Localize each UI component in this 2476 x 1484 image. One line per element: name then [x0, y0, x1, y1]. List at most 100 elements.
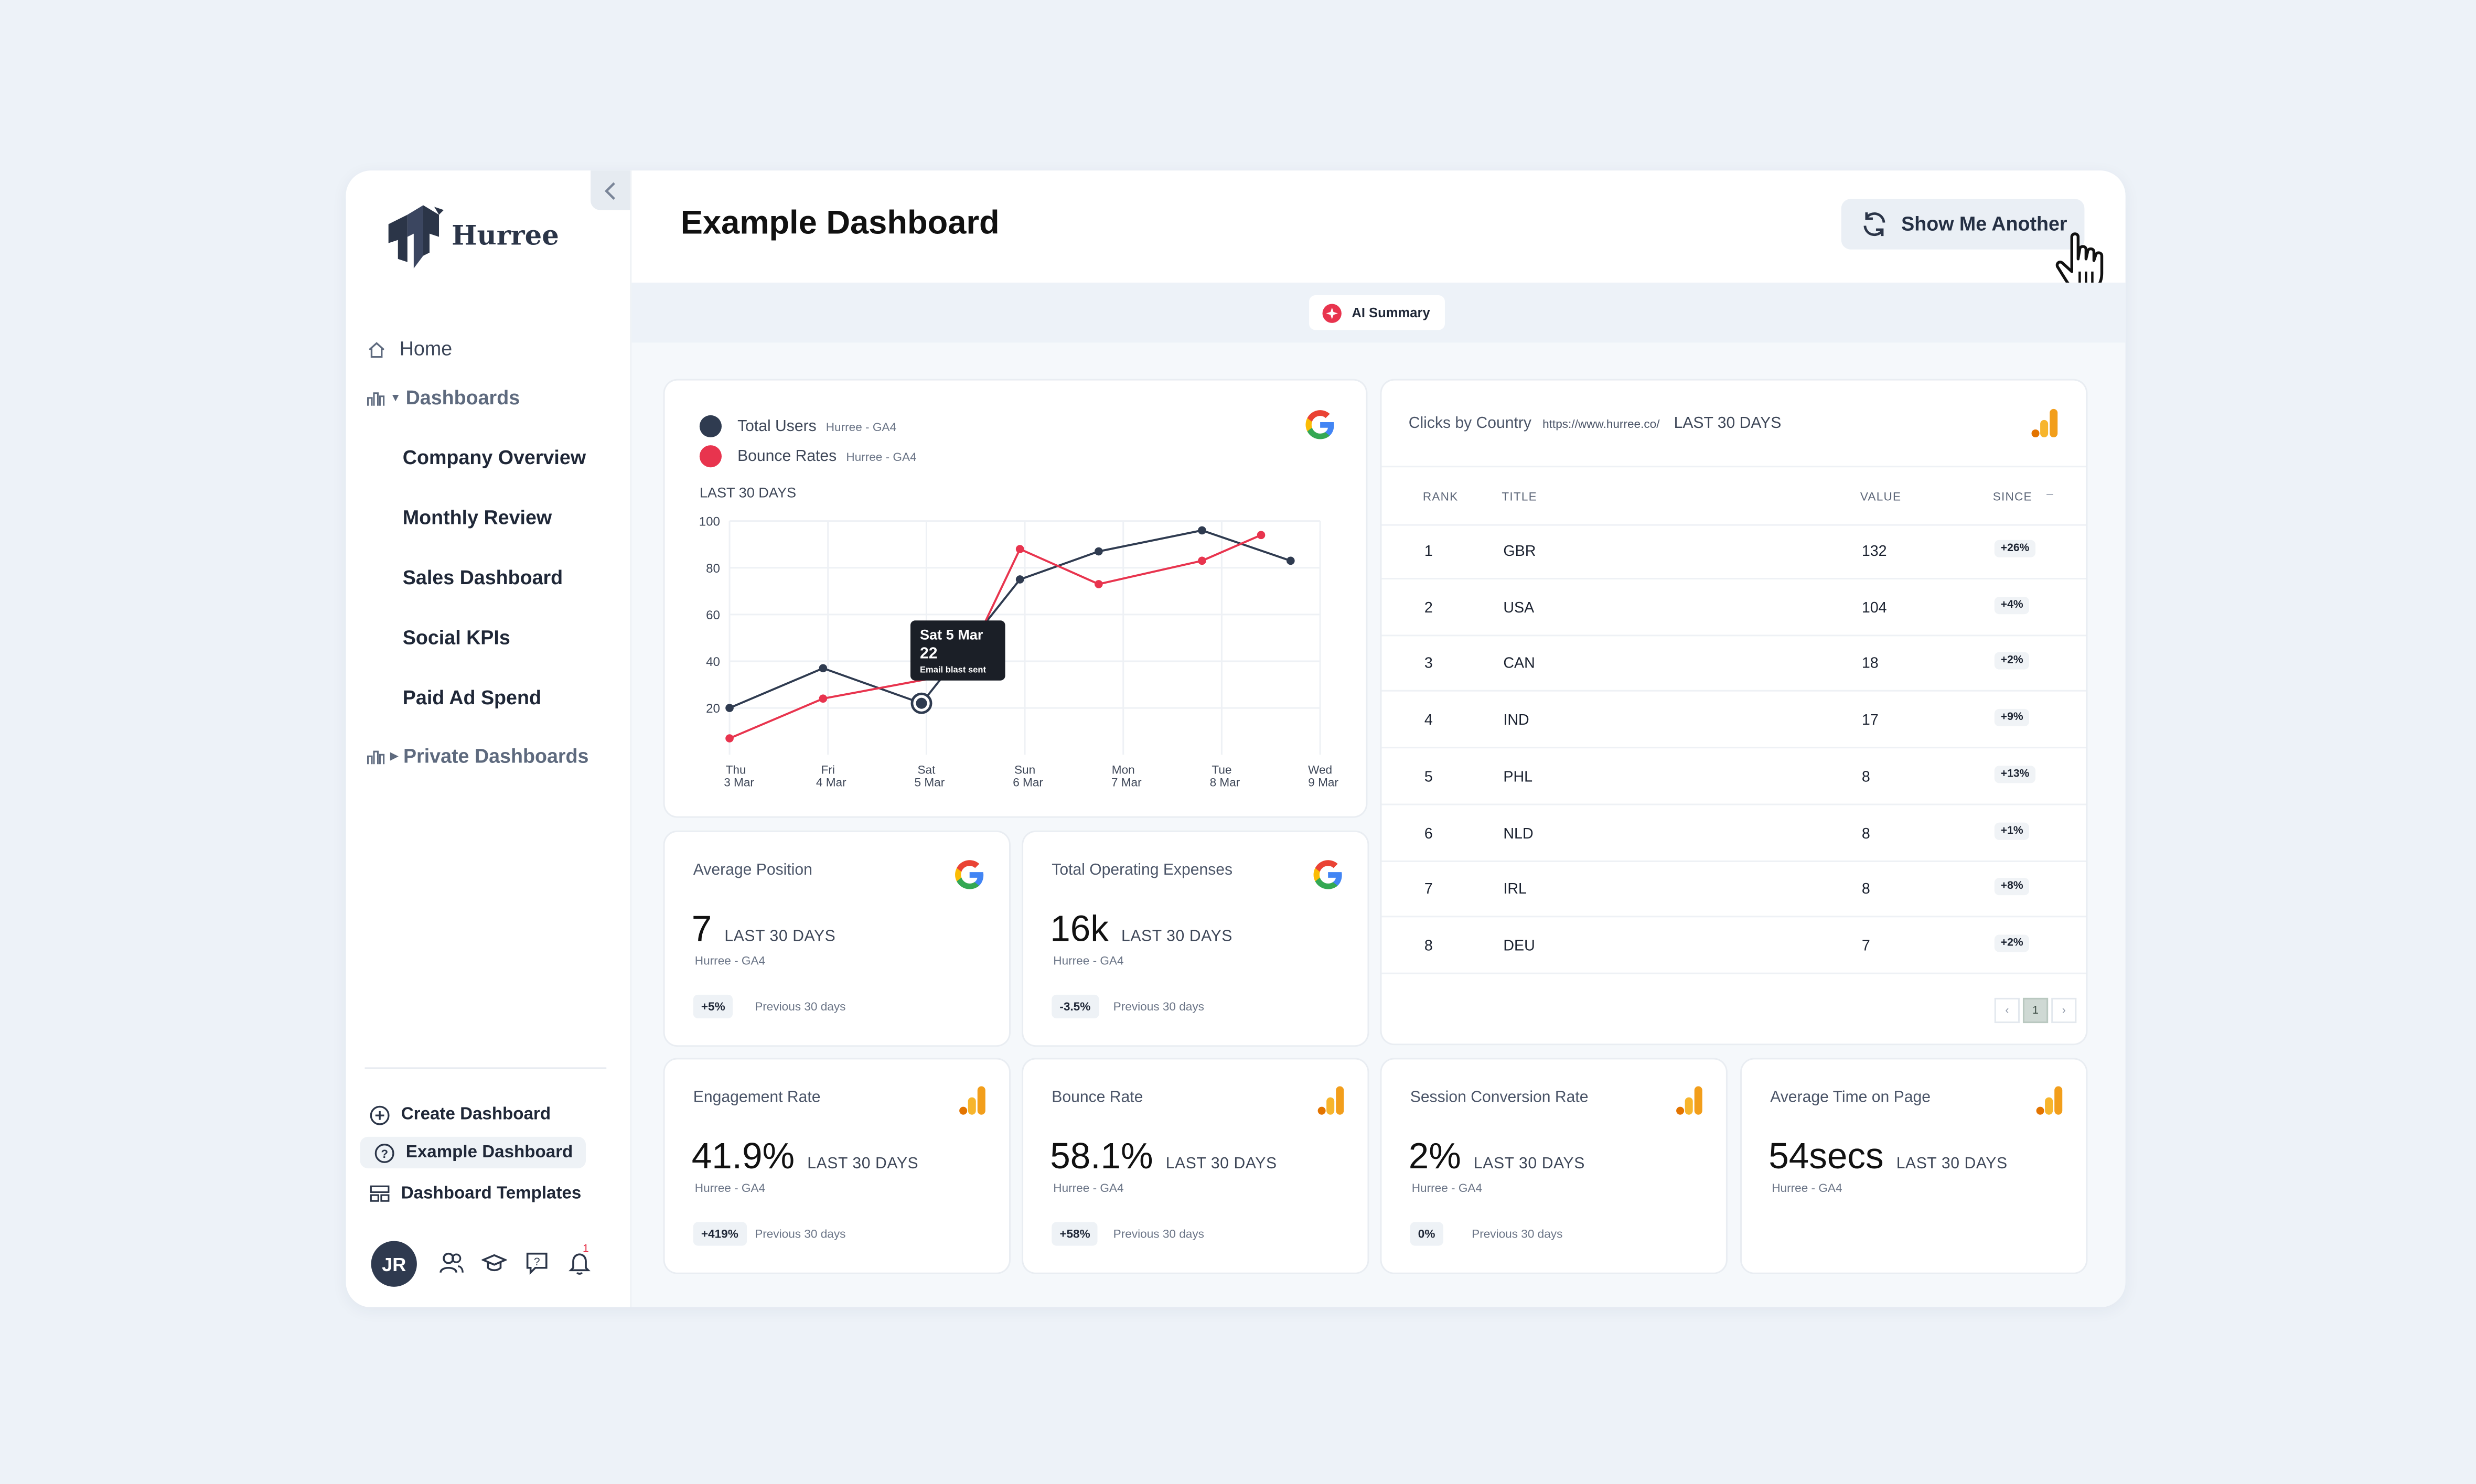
cell-rank: 4: [1424, 712, 1433, 730]
cell-title: USA: [1503, 599, 1535, 617]
x-tick-label-day: Sat: [917, 763, 936, 776]
cell-value: 8: [1861, 881, 1870, 899]
data-point: [1095, 547, 1103, 556]
table-row[interactable]: 5 PHL 8 +13%: [1381, 748, 2086, 805]
y-tick-label: 60: [706, 608, 720, 622]
example-dashboard-label: Example Dashboard: [405, 1143, 573, 1163]
table-row[interactable]: 6 NLD 8 +1%: [1381, 804, 2086, 862]
legend-source: Hurree - GA4: [826, 419, 897, 434]
cell-rank: 2: [1424, 599, 1433, 617]
analytics-icon: [959, 1084, 987, 1124]
metric-comparison-label: Previous 30 days: [1113, 1227, 1204, 1241]
x-tick-label-day: Mon: [1112, 763, 1135, 776]
table-row[interactable]: 7 IRL 8 +8%: [1381, 861, 2086, 918]
x-tick-label-date: 4 Mar: [816, 776, 846, 789]
tooltip-date: Sat 5 Mar: [920, 626, 983, 642]
sort-dash-icon[interactable]: –: [2046, 486, 2054, 501]
data-point: [1198, 556, 1206, 565]
metric-value-row: 41.9% LAST 30 DAYS: [692, 1135, 918, 1178]
notification-badge: 1: [583, 1244, 589, 1255]
cell-since-badge: +13%: [1994, 765, 2036, 783]
cell-value: 132: [1861, 543, 1887, 561]
brand-name: Hurree: [452, 221, 559, 253]
metric-delta-badge: +5%: [693, 994, 733, 1019]
page-number-button[interactable]: 1: [2022, 997, 2049, 1024]
show-me-another-button[interactable]: Show Me Another: [1841, 199, 2085, 250]
metric-title: Average Position: [693, 862, 812, 880]
sidebar-item-social-kpis[interactable]: Social KPIs: [402, 627, 510, 649]
bell-icon[interactable]: [567, 1251, 592, 1276]
legend-bounce-rates: Bounce Rates Hurree - GA4: [699, 445, 917, 468]
sidebar-item-home[interactable]: Home: [365, 338, 452, 360]
metric-value-row: 16k LAST 30 DAYS: [1050, 908, 1232, 950]
question-circle-icon: ?: [373, 1142, 395, 1164]
sidebar-section-dashboards[interactable]: ▼ Dashboards: [365, 387, 520, 409]
metric-card-engagement-rate: Engagement Rate 41.9% LAST 30 DAYS Hurree…: [664, 1059, 1009, 1273]
metric-title: Bounce Rate: [1052, 1089, 1143, 1107]
metric-source: Hurree - GA4: [1411, 1181, 1483, 1196]
metric-title: Session Conversion Rate: [1410, 1089, 1589, 1107]
chevron-left-icon: [604, 181, 615, 199]
sidebar-section-private-dashboards[interactable]: ▶ Private Dashboards: [365, 745, 589, 767]
cell-value: 8: [1861, 768, 1870, 786]
y-tick-label: 20: [706, 702, 720, 716]
tooltip-value: 22: [920, 645, 937, 662]
analytics-icon: [2031, 408, 2058, 438]
hurree-logo-icon: [388, 205, 444, 268]
dashboard-templates-label: Dashboard Templates: [401, 1184, 582, 1203]
table-row[interactable]: 8 DEU 7 +2%: [1381, 917, 2086, 974]
y-tick-label: 80: [706, 562, 720, 576]
x-tick-label-day: Wed: [1308, 763, 1332, 776]
column-header-rank[interactable]: RANK: [1422, 489, 1459, 504]
ai-summary-bar: AI Summary: [631, 282, 2126, 343]
metric-value-row: 7 LAST 30 DAYS: [692, 908, 836, 950]
graduation-cap-icon[interactable]: [481, 1251, 507, 1276]
metric-card-session-conversion-rate: Session Conversion Rate 2% LAST 30 DAYS H…: [1381, 1059, 1726, 1273]
tooltip-note: Email blast sent: [920, 665, 986, 675]
table-row[interactable]: 3 CAN 18 +2%: [1381, 636, 2086, 692]
metric-comparison-label: Previous 30 days: [1472, 1227, 1563, 1241]
data-point: [1015, 575, 1024, 584]
table-period: LAST 30 DAYS: [1674, 415, 1782, 433]
users-icon[interactable]: [439, 1251, 464, 1276]
table-url[interactable]: https://www.hurree.co/: [1542, 416, 1660, 431]
chat-help-icon[interactable]: ?: [524, 1251, 550, 1276]
google-icon: [1311, 857, 1345, 900]
legend-total-users: Total Users Hurree - GA4: [699, 415, 897, 438]
cell-title: DEU: [1503, 938, 1535, 955]
create-dashboard-button[interactable]: Create Dashboard: [368, 1104, 551, 1126]
sidebar-section-label: Dashboards: [405, 386, 520, 409]
cell-rank: 3: [1424, 655, 1433, 673]
x-tick-label-day: Tue: [1212, 763, 1231, 776]
analytics-icon: [1317, 1084, 1345, 1124]
table-row[interactable]: 4 IND 17 +9%: [1381, 692, 2086, 749]
cell-since-badge: +2%: [1994, 934, 2030, 952]
bar-chart-icon: [365, 387, 387, 409]
sidebar-item-monthly-review[interactable]: Monthly Review: [402, 507, 552, 529]
sidebar-item-company-overview[interactable]: Company Overview: [402, 447, 586, 469]
dashboard-templates-button[interactable]: Dashboard Templates: [368, 1182, 582, 1205]
plus-circle-icon: [368, 1104, 390, 1126]
column-header-value[interactable]: VALUE: [1860, 489, 1902, 504]
collapse-sidebar-button[interactable]: [591, 170, 630, 210]
legend-swatch: [699, 445, 722, 468]
sidebar-item-paid-ad-spend[interactable]: Paid Ad Spend: [402, 686, 541, 709]
column-header-since[interactable]: SINCE: [1992, 489, 2032, 504]
show-me-another-label: Show Me Another: [1901, 213, 2067, 235]
prev-page-button[interactable]: ‹: [1994, 997, 2020, 1024]
highlighted-point-center: [916, 697, 927, 709]
column-header-title[interactable]: TITLE: [1502, 489, 1537, 504]
table-row[interactable]: 2 USA 104 +4%: [1381, 579, 2086, 636]
legend-source: Hurree - GA4: [846, 449, 917, 464]
legend-label: Bounce Rates: [737, 447, 837, 465]
metric-card-bounce-rate: Bounce Rate 58.1% LAST 30 DAYS Hurree - G…: [1023, 1059, 1368, 1273]
user-avatar[interactable]: JR: [371, 1241, 417, 1287]
table-row[interactable]: 1 GBR 132 +26%: [1381, 523, 2086, 580]
cell-title: PHL: [1503, 768, 1533, 786]
brand-logo[interactable]: Hurree: [385, 202, 559, 271]
next-page-button[interactable]: ›: [2051, 997, 2077, 1024]
ai-summary-button[interactable]: AI Summary: [1309, 295, 1445, 330]
example-dashboard-button[interactable]: ? Example Dashboard: [360, 1136, 586, 1169]
sidebar-item-sales-dashboard[interactable]: Sales Dashboard: [402, 566, 563, 589]
metric-period: LAST 30 DAYS: [807, 1155, 919, 1174]
